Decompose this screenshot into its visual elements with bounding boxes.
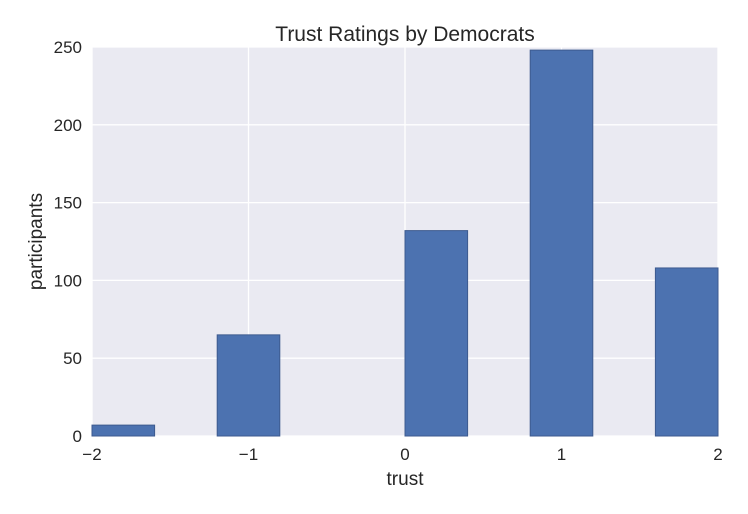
y-tick-label: 250 — [54, 38, 82, 57]
x-axis-label: trust — [387, 469, 425, 490]
histogram-bar — [404, 230, 469, 437]
y-tick-label: 0 — [73, 427, 82, 446]
x-tick-labels: −2 −1 0 1 2 — [82, 445, 722, 464]
y-tick-label: 150 — [54, 194, 82, 213]
y-tick-labels: 0 50 100 150 200 250 — [54, 38, 82, 446]
histogram-bar — [654, 267, 719, 437]
x-tick-label: 0 — [400, 445, 409, 464]
y-tick-label: 100 — [54, 271, 82, 290]
y-axis-label: participants — [26, 193, 47, 290]
histogram-bar — [91, 424, 156, 437]
x-tick-label: −2 — [82, 445, 101, 464]
histogram-bar — [216, 334, 281, 437]
x-tick-label: −1 — [239, 445, 258, 464]
y-tick-label: 50 — [63, 349, 82, 368]
x-tick-label: 1 — [557, 445, 566, 464]
chart-title: Trust Ratings by Democrats — [275, 23, 534, 46]
histogram-bar — [529, 49, 594, 437]
x-tick-label: 2 — [713, 445, 722, 464]
bars — [91, 49, 719, 437]
y-tick-label: 200 — [54, 116, 82, 135]
